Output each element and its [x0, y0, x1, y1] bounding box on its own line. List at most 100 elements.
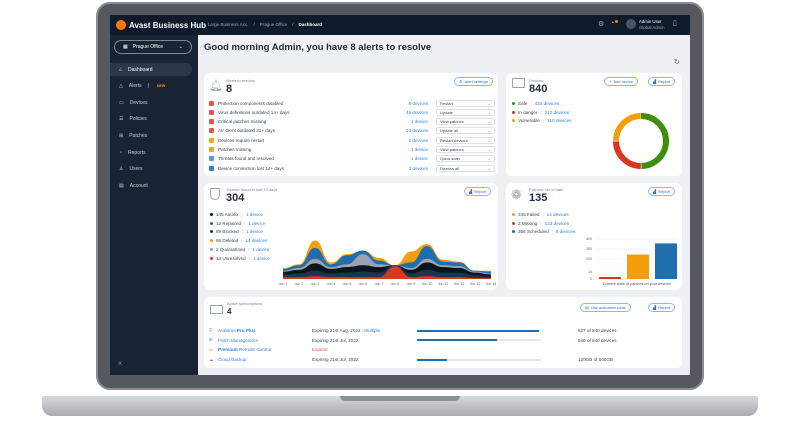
legend-devices-link[interactable]: 14 devices — [546, 212, 569, 217]
chevron-down-icon: ⌄ — [487, 128, 491, 134]
product-name-link[interactable]: Patch Management — [218, 338, 312, 343]
devices-report-button[interactable]: ▟ Report — [648, 77, 676, 86]
notifications-icon[interactable]: ◔ — [610, 20, 618, 27]
alert-row: Critical patches missing 1 device View pat… — [209, 118, 495, 126]
avatar[interactable] — [626, 19, 636, 29]
alert-action-select[interactable]: Restart devices ⌄ — [436, 136, 495, 144]
sidebar-item-label: Policies — [129, 116, 147, 123]
legend-devices-link[interactable]: 1 device — [245, 229, 264, 235]
chevron-down-icon: ⌄ — [487, 109, 491, 115]
bar-failed[interactable] — [627, 254, 649, 280]
gear-icon[interactable]: ⚙ — [598, 21, 605, 28]
report-label: Report — [658, 305, 671, 310]
product-tier: Premium — [218, 347, 238, 353]
alert-device-count[interactable]: 1 device — [410, 119, 428, 125]
sidebar-item-alerts[interactable]: △ Alerts | NEW — [110, 80, 192, 93]
gear-icon: ⚙ — [459, 79, 463, 84]
legend-devices-link[interactable]: 1 device — [252, 246, 270, 252]
collapse-sidebar-icon[interactable]: « — [118, 360, 122, 367]
alert-action-select[interactable]: Quick scan ⌄ — [436, 155, 495, 163]
expiry-text: Expired — [312, 347, 418, 352]
alert-action-select[interactable]: View patches ⌄ — [436, 118, 495, 126]
threats-card: Threats found in last 14 days 304 ▟ Repor… — [204, 183, 498, 290]
bar-missing[interactable] — [599, 277, 621, 279]
home-icon[interactable]: ⌂ — [200, 22, 203, 27]
brand-logo[interactable]: Avast Business Hub — [116, 20, 206, 30]
report-label: Report — [658, 189, 671, 194]
alert-row: Protection components disabled 6 devices R… — [209, 99, 495, 107]
legend-label: 12 Repaired — [216, 220, 242, 226]
alert-device-count[interactable]: 6 devices — [408, 100, 428, 106]
add-device-button[interactable]: + Add device — [604, 77, 639, 86]
sidebar-item-patches[interactable]: ⊞ Patches — [110, 129, 192, 142]
donut-slice-in-danger[interactable] — [613, 113, 669, 169]
breadcrumb-account[interactable]: Large Business Acc. — [207, 22, 249, 27]
report-icon: ▟ — [653, 79, 657, 84]
product-icon: ▭ — [209, 346, 214, 352]
sidebar: ▦ Prague Office ⌄ ⌂ Dashboard △ Alerts | NEW ▭ De… — [110, 35, 198, 375]
legend-devices-link[interactable]: 1 device — [252, 255, 270, 261]
sidebar-item-devices[interactable]: ▭ Devices — [110, 96, 192, 109]
refresh-icon[interactable]: ↻ — [674, 59, 680, 66]
separator: | — [540, 109, 542, 115]
legend-devices-link[interactable]: 210 devices — [547, 118, 572, 124]
separator: | — [551, 229, 553, 235]
alert-device-count[interactable]: 3 devices — [408, 165, 428, 171]
patches-report-button[interactable]: ▟ Report — [648, 187, 676, 196]
x-tick-label: Jun 10 — [422, 282, 433, 286]
chevron-down-icon: ⌄ — [178, 44, 183, 50]
sidebar-item-label: Users — [129, 166, 143, 173]
product-name-link[interactable]: Antivirus Pro Plus — [218, 328, 312, 333]
expiry-date: Expiring 21st Jul, 2022 — [312, 337, 359, 343]
legend-devices-link[interactable]: 6 devices — [555, 229, 576, 235]
alert-device-count[interactable]: 14 devices — [406, 128, 428, 134]
user-info[interactable]: Admin User Global Admin — [639, 19, 665, 31]
alert-action-select[interactable]: Update all ⌄ — [436, 127, 495, 135]
subscriptions-label: Active subscriptions — [227, 301, 263, 306]
alert-action-select[interactable]: Update ⌄ — [436, 108, 495, 116]
sidebar-item-label: Devices — [129, 99, 148, 106]
alert-name: Device connection lost 14+ days — [218, 165, 285, 171]
bar-scheduled[interactable] — [655, 243, 677, 279]
separator: | — [542, 118, 544, 124]
alert-device-count[interactable]: 1 device — [410, 147, 428, 152]
legend-devices-link[interactable]: 420 devices — [534, 101, 560, 106]
breadcrumb-office[interactable]: Prague Office — [259, 22, 288, 27]
alert-action-value: Dismiss all — [440, 165, 460, 171]
multiple-link[interactable]: Multiple — [364, 328, 381, 333]
sidebar-item-account[interactable]: ▤ Account — [110, 179, 192, 192]
legend-devices-link[interactable]: 1 device — [248, 220, 266, 226]
alert-settings-label: Alert settings — [464, 79, 488, 84]
alert-name: Protection components disabled — [218, 100, 284, 106]
legend-devices-link[interactable]: 123 devices — [544, 220, 570, 226]
alert-device-count[interactable]: 6 devices — [408, 137, 428, 143]
legend-devices-link[interactable]: 14 devices — [245, 238, 268, 244]
alert-action-select[interactable]: View patches ⌄ — [436, 146, 495, 153]
legend-devices-link[interactable]: 1 device — [245, 212, 264, 217]
devices-count: 840 — [529, 83, 548, 95]
report-icon: ▟ — [653, 189, 657, 194]
subscriptions-report-button[interactable]: ▟ Report — [648, 303, 676, 312]
apps-icon[interactable]: ▯ — [673, 20, 677, 27]
sidebar-item-users[interactable]: ♙ Users — [110, 163, 192, 176]
threats-report-button[interactable]: ▟ Report — [464, 187, 492, 196]
legend-devices-link[interactable]: 210 devices — [544, 109, 570, 115]
product-name-link[interactable]: Premium Remote Control — [218, 347, 312, 352]
donut-slice-vulnerable[interactable] — [613, 113, 669, 169]
sidebar-item-dashboard[interactable]: ⌂ Dashboard — [110, 63, 192, 76]
product-name-link[interactable]: Cloud Backup — [218, 357, 312, 362]
sidebar-item-policies[interactable]: ☰ Policies — [110, 113, 192, 126]
alert-settings-button[interactable]: ⚙ Alert settings — [454, 77, 493, 86]
usage-bar — [417, 358, 541, 361]
sidebar-item-reports[interactable]: ◔ Reports — [110, 146, 192, 159]
alert-action-select[interactable]: Restart ⌄ — [436, 99, 495, 107]
sidebar-item-label: Dashboard — [128, 66, 153, 73]
report-label: Report — [658, 79, 671, 84]
separator: | — [241, 229, 243, 235]
location-selector[interactable]: ▦ Prague Office ⌄ — [114, 40, 192, 54]
product-icon: ⛨ — [209, 328, 213, 333]
alert-device-count[interactable]: 1 device — [410, 156, 428, 162]
alert-device-count[interactable]: 45 devices — [406, 109, 428, 115]
alert-action-select[interactable]: Dismiss all ⌄ — [436, 164, 495, 172]
activation-code-button[interactable]: ▤ Use activation code — [580, 303, 631, 312]
